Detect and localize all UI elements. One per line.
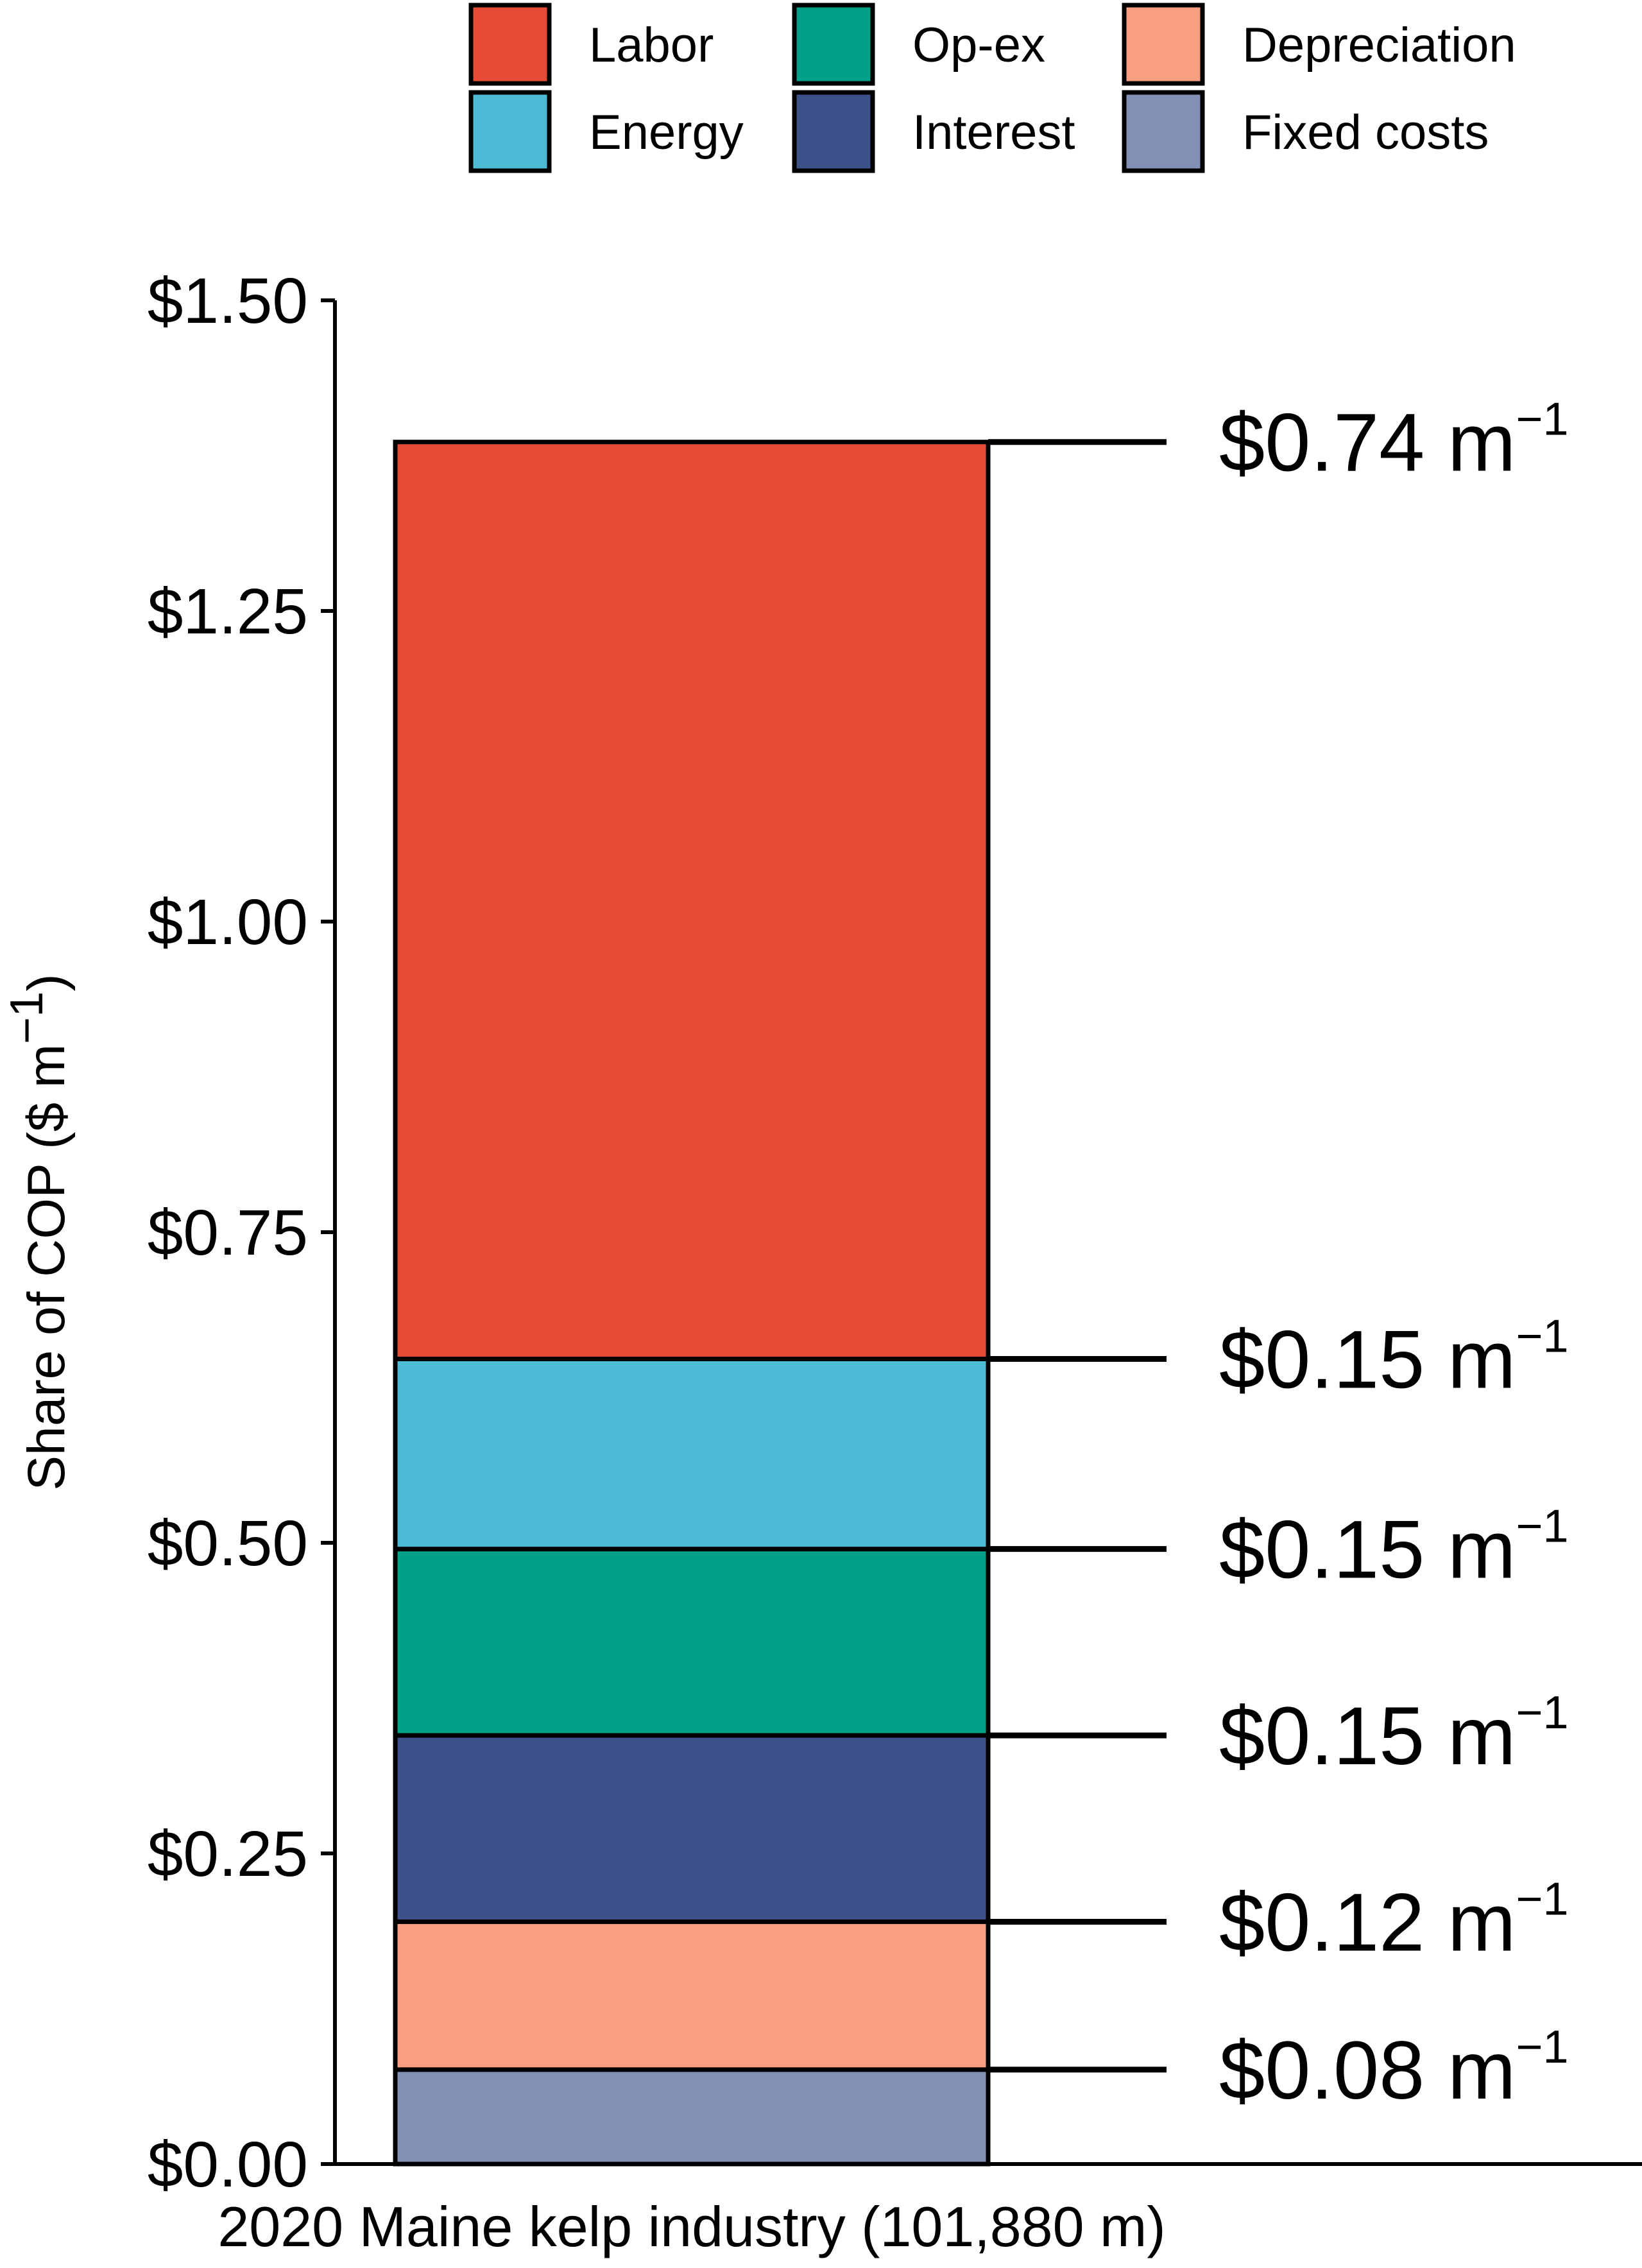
y-tick-label: $0.25 <box>148 1818 308 1890</box>
y-tick-label: $1.25 <box>148 576 308 648</box>
segment-label-interest: $0.15 m−1 <box>1219 1687 1569 1782</box>
bar-segment-fixed-costs <box>393 2067 991 2167</box>
legend-label-interest: Interest <box>912 105 1075 160</box>
legend-swatch-labor <box>468 3 552 86</box>
y-axis-title-sup: −1 <box>1 992 53 1044</box>
legend-swatch-energy <box>468 90 552 173</box>
bar-segment-labor <box>393 440 991 1361</box>
legend-label-labor: Labor <box>589 18 714 73</box>
y-tick-label: $0.50 <box>148 1508 308 1579</box>
y-tick-label: $0.75 <box>148 1197 308 1269</box>
legend-label-op-ex: Op-ex <box>912 18 1045 73</box>
segment-label-labor: $0.74 m−1 <box>1219 394 1569 489</box>
y-tick-label: $1.00 <box>148 886 308 958</box>
segment-label-fixed-costs: $0.08 m−1 <box>1219 2022 1569 2117</box>
legend: Labor Op-ex Depreciation Energy Interest Fixe… <box>468 3 1516 173</box>
segment-label-op-ex: $0.15 m−1 <box>1219 1501 1569 1596</box>
legend-label-energy: Energy <box>589 105 744 160</box>
x-axis: 2020 Maine kelp industry (101,880 m) <box>218 2162 1642 2258</box>
segment-label-depreciation: $0.12 m−1 <box>1219 1873 1569 1968</box>
y-tick-label: $0.00 <box>148 2129 308 2201</box>
y-axis-title-main: Share of COP ($ m <box>17 1044 76 1491</box>
y-axis: $0.00 $0.25 $0.50 $0.75 $1.00 $1.25 $1.50 <box>148 265 337 2201</box>
bar-segment-depreciation <box>393 1919 991 2072</box>
legend-swatch-op-ex <box>792 3 875 86</box>
bar-segment-energy <box>393 1356 991 1552</box>
legend-swatch-interest <box>792 90 875 173</box>
segment-label-energy: $0.15 m−1 <box>1219 1310 1569 1405</box>
segment-labels: $0.08 m−1 $0.12 m−1 $0.15 m−1 $0.15 m−1 $0.1… <box>988 394 1569 2117</box>
x-category-label: 2020 Maine kelp industry (101,880 m) <box>218 2195 1165 2258</box>
legend-label-fixed-costs: Fixed costs <box>1242 105 1489 160</box>
legend-swatch-fixed-costs <box>1122 90 1205 173</box>
bar-segment-interest <box>393 1733 991 1924</box>
legend-label-depreciation: Depreciation <box>1242 18 1516 73</box>
y-axis-title: Share of COP ($ m−1) <box>1 974 76 1490</box>
bar-segment-op-ex <box>393 1547 991 1738</box>
y-axis-title-close: ) <box>17 974 76 991</box>
bar-stack <box>393 440 991 2167</box>
y-tick-label: $1.50 <box>148 265 308 337</box>
legend-swatch-depreciation <box>1122 3 1205 86</box>
